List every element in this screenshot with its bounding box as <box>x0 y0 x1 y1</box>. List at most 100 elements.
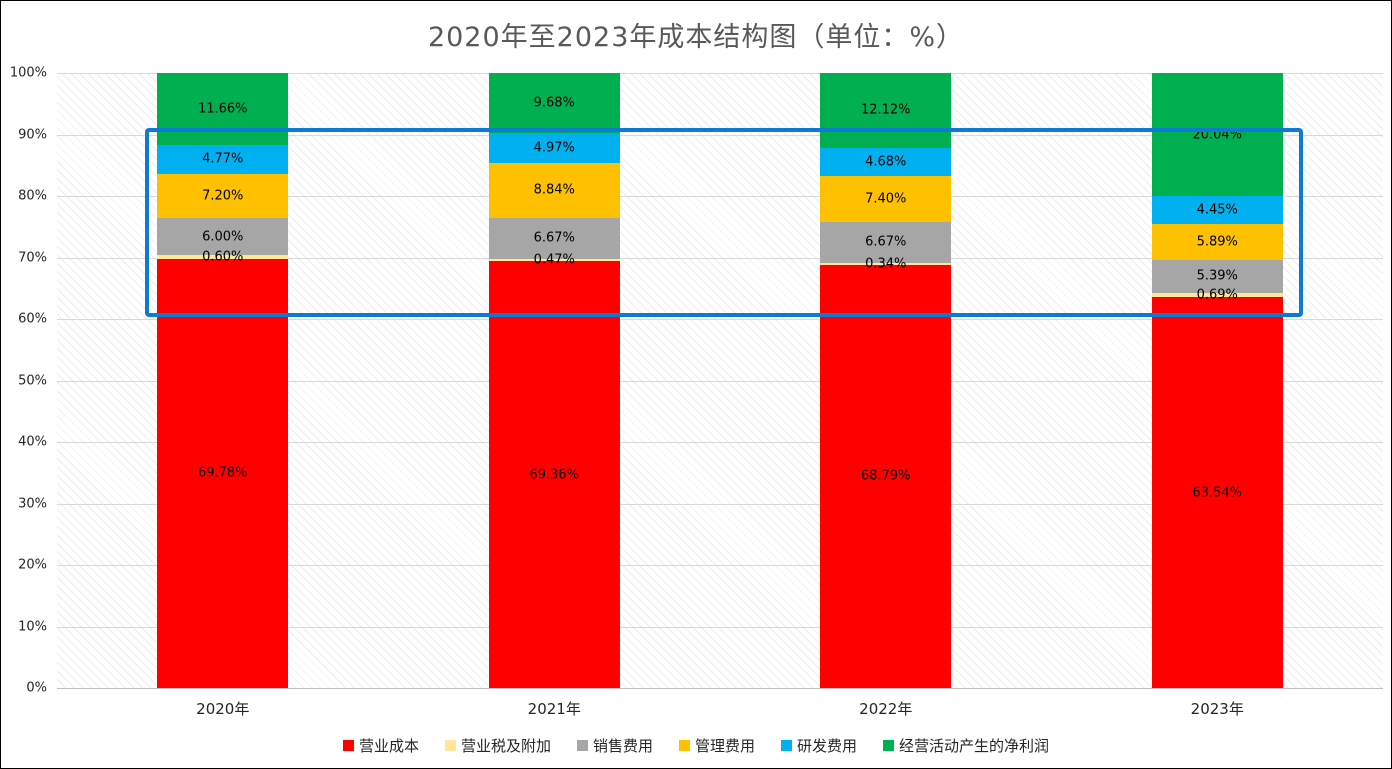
data-label: 11.66% <box>197 101 248 117</box>
bars: 69.78% 0.60% 6.00% 7.20% 4.77% 11.66% 69.36% 0.… <box>57 73 1383 688</box>
data-label: 0.34% <box>865 256 907 272</box>
legend-item[interactable]: 销售费用 <box>576 735 653 756</box>
bar-segment[interactable]: 4.45% <box>1151 196 1283 224</box>
legend-swatch <box>883 740 895 751</box>
bar-segment[interactable]: 5.39% <box>1151 259 1283 293</box>
gridline <box>57 134 1383 136</box>
y-axis-tick-label: 20% <box>18 557 47 573</box>
data-label: 9.68% <box>533 95 575 111</box>
bar-segment[interactable]: 5.89% <box>1151 223 1283 260</box>
bar-segment[interactable]: 9.68% <box>488 73 620 133</box>
y-axis-tick-label: 90% <box>18 127 47 142</box>
data-label: 4.68% <box>865 154 907 170</box>
bar-2022年[interactable]: 68.79% 0.34% 6.67% 7.40% 4.68% 12.12% <box>820 73 952 688</box>
x-axis-label: 2020年 <box>196 700 250 718</box>
gridline <box>57 626 1383 628</box>
bar-segment[interactable]: 6.00% <box>157 218 289 256</box>
bar-segment[interactable]: 12.12% <box>820 73 952 148</box>
legend-label: 管理费用 <box>695 737 756 755</box>
bar-segment[interactable]: 0.47% <box>488 253 620 268</box>
gridline <box>57 380 1383 382</box>
y-axis-tick-label: 60% <box>18 311 47 327</box>
data-label: 6.67% <box>533 230 575 246</box>
bar-2023年[interactable]: 63.54% 0.69% 5.39% 5.89% 4.45% 20.04% <box>1151 73 1283 688</box>
bar-segment[interactable]: 69.36% <box>488 261 620 688</box>
legend-label: 营业成本 <box>358 737 419 755</box>
legend-swatch <box>781 740 793 751</box>
gridline <box>57 565 1383 566</box>
data-label: 6.00% <box>202 229 244 245</box>
bar-segment[interactable]: 11.66% <box>157 73 289 145</box>
bar-segment[interactable]: 6.67% <box>820 221 952 263</box>
data-label: 12.12% <box>860 102 911 118</box>
bar-segment[interactable]: 20.04% <box>1151 73 1283 197</box>
gridline <box>57 73 1383 74</box>
data-label: 69.78% <box>197 465 248 481</box>
legend-item[interactable]: 经营活动产生的净利润 <box>883 735 1049 756</box>
data-label: 7.40% <box>865 191 907 207</box>
bar-segment[interactable]: 68.79% <box>820 264 952 688</box>
legend-swatch <box>679 740 690 751</box>
x-axis-label: 2023年 <box>1190 700 1244 718</box>
data-label: 0.69% <box>1196 287 1238 303</box>
y-axis-tick-label: 10% <box>18 619 47 634</box>
bar-segment[interactable]: 8.84% <box>488 163 620 218</box>
data-label: 20.04% <box>1192 127 1243 143</box>
bar-segment[interactable]: 0.69% <box>1151 288 1283 303</box>
legend-item[interactable]: 研发费用 <box>781 735 857 756</box>
gridlines <box>57 73 1383 689</box>
bar-segment[interactable]: 4.77% <box>157 144 289 175</box>
y-axis-tick-label: 30% <box>18 496 47 511</box>
data-label: 68.79% <box>860 468 911 484</box>
bar-segment[interactable]: 7.20% <box>157 174 289 219</box>
bar-2020年[interactable]: 69.78% 0.60% 6.00% 7.20% 4.77% 11.66% <box>157 73 289 688</box>
y-axis-tick-label: 100% <box>9 65 47 81</box>
x-axis-label: 2022年 <box>859 700 913 718</box>
gridline <box>57 688 1383 689</box>
data-label: 7.20% <box>202 188 244 204</box>
gridline <box>57 442 1383 443</box>
legend-label: 研发费用 <box>797 737 858 755</box>
bar-segment[interactable]: 6.67% <box>488 217 620 259</box>
data-label: 4.77% <box>202 151 244 167</box>
bar-segment[interactable]: 63.54% <box>1151 297 1283 688</box>
data-label: 6.67% <box>865 234 907 250</box>
plot-area: 69.78% 0.60% 6.00% 7.20% 4.77% 11.66% 69.36% 0.… <box>57 73 1383 689</box>
legend-swatch <box>444 740 456 751</box>
legend-label: 营业税及附加 <box>460 737 551 755</box>
y-axis: 100% 90% 80% 70% 60% 50% 40% 30% 20% 10% 0% <box>1 66 51 696</box>
data-label: 0.47% <box>533 252 575 268</box>
data-label: 69.36% <box>529 467 580 483</box>
y-axis-tick-label: 80% <box>18 188 47 204</box>
bar-segment[interactable]: 4.68% <box>820 147 952 177</box>
bar-segment[interactable]: 0.34% <box>820 256 952 271</box>
bar-segment[interactable]: 69.78% <box>157 258 289 688</box>
bar-segment[interactable]: 7.40% <box>820 176 952 222</box>
bar-segment[interactable]: 0.60% <box>157 250 289 265</box>
gridline <box>57 319 1383 320</box>
legend-label: 经营活动产生的净利润 <box>899 737 1050 755</box>
gridline <box>57 257 1383 259</box>
legend-item[interactable]: 管理费用 <box>679 735 755 756</box>
legend-swatch <box>576 740 588 751</box>
legend-item[interactable]: 营业成本 <box>342 735 419 756</box>
y-axis-tick-label: 50% <box>18 373 47 388</box>
chart-title: 2020年至2023年成本结构图（单位：%） <box>427 22 965 53</box>
data-label: 4.45% <box>1196 202 1238 218</box>
bar-2021年[interactable]: 69.36% 0.47% 6.67% 8.84% 4.97% 9.68% <box>488 73 620 688</box>
data-label: 5.89% <box>1196 234 1238 250</box>
legend-swatch <box>342 740 354 751</box>
bar-segment[interactable]: 4.97% <box>488 132 620 164</box>
x-axis-label: 2021年 <box>527 700 581 718</box>
legend-label: 销售费用 <box>592 737 653 755</box>
y-axis-tick-label: 0% <box>26 680 47 696</box>
data-label: 0.60% <box>202 249 244 265</box>
data-label: 4.97% <box>533 140 575 156</box>
y-axis-tick-label: 40% <box>18 434 47 450</box>
x-axis: 2020年 2021年 2022年 2023年 <box>57 698 1383 719</box>
legend-item[interactable]: 营业税及附加 <box>444 735 551 756</box>
legend: 营业成本 营业税及附加 销售费用 管理费用 研发费用 经营活动产生的净利润 <box>1 735 1391 756</box>
y-axis-tick-label: 70% <box>18 250 47 265</box>
data-label: 8.84% <box>533 182 575 198</box>
